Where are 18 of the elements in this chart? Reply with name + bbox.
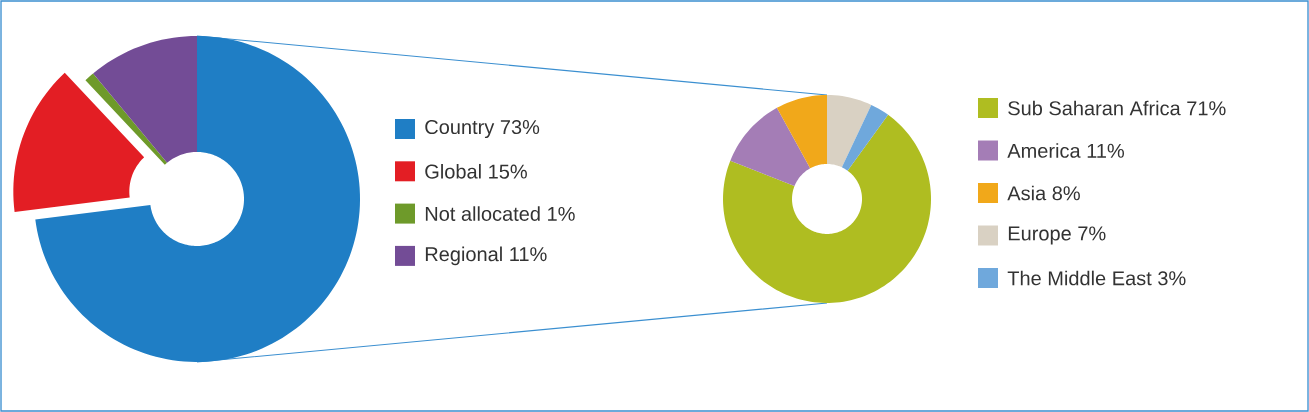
legend-label: Country bbox=[425, 119, 495, 139]
data-label: 1% bbox=[548, 206, 575, 221]
legend-label: Not allocated bbox=[425, 206, 540, 221]
data-label: 73% bbox=[500, 119, 540, 135]
data-label: 3% bbox=[1158, 271, 1186, 286]
legend-label: Regional bbox=[425, 246, 502, 266]
legend-label: Sub Saharan Africa bbox=[1008, 100, 1181, 116]
data-label: 8% bbox=[1052, 186, 1080, 201]
legend-label: America bbox=[1007, 143, 1081, 158]
legend-label: Asia bbox=[1007, 185, 1047, 201]
data-label: 7% bbox=[1078, 226, 1106, 241]
legend-label: The Middle East bbox=[1007, 270, 1152, 286]
data-label: 11% bbox=[1087, 143, 1124, 158]
legend-label: Europe bbox=[1008, 226, 1071, 245]
data-label: 15% bbox=[489, 164, 527, 179]
legend-label: Global bbox=[425, 163, 481, 179]
data-label: 11% bbox=[510, 247, 547, 262]
data-label: 71% bbox=[1187, 101, 1226, 116]
